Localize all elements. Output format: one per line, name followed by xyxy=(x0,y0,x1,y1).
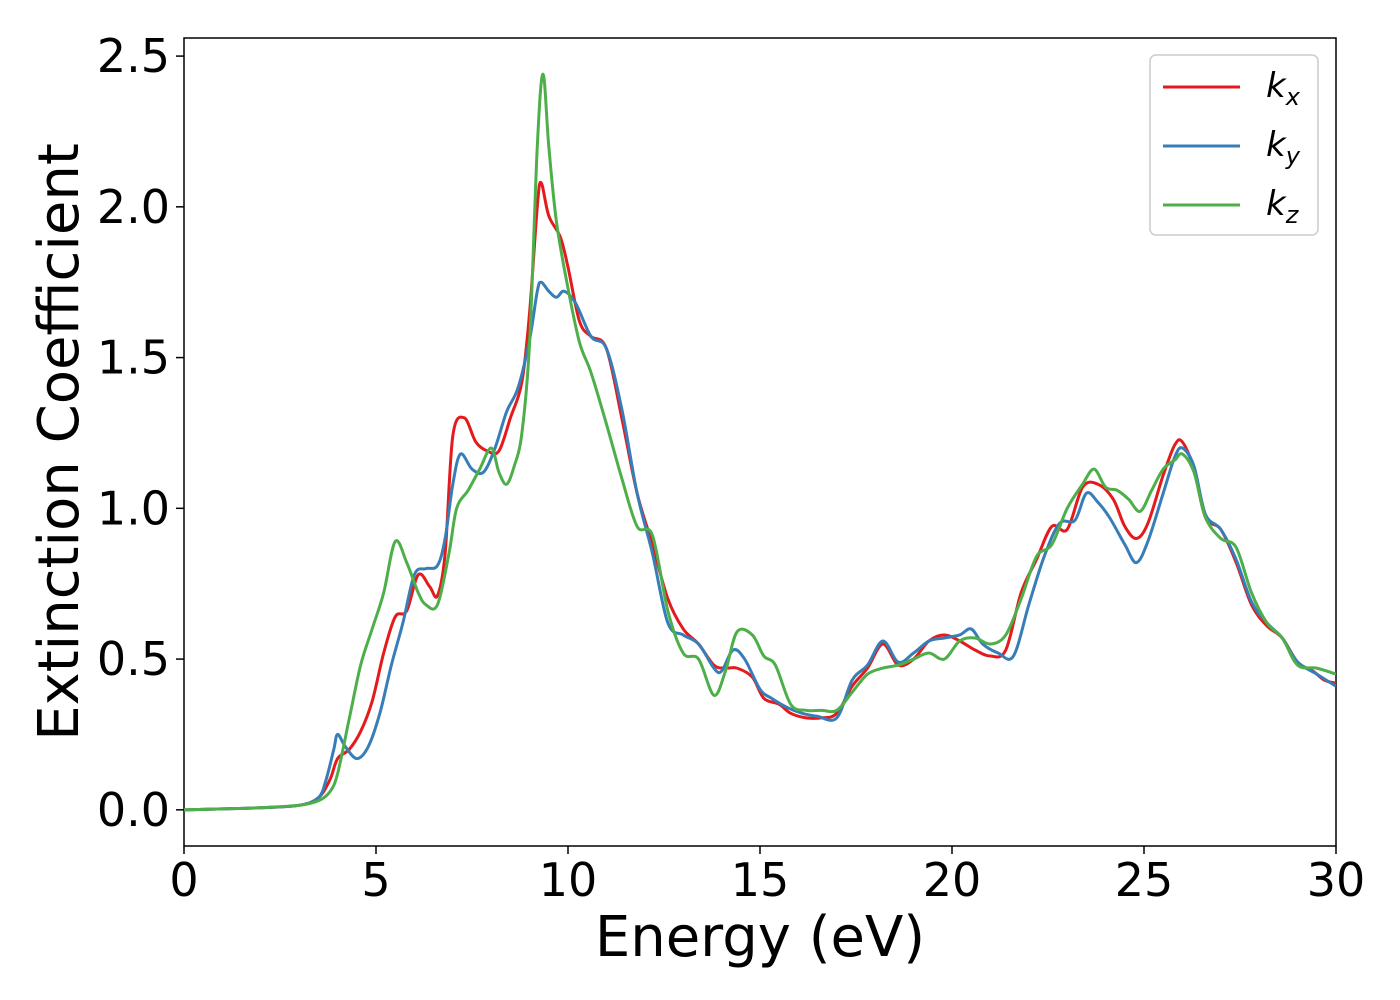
plot-area xyxy=(183,37,1337,847)
y-tick-label: 2.0 xyxy=(97,180,170,234)
legend: kx ky kz xyxy=(1149,54,1319,236)
y-tick-label: 1.0 xyxy=(97,481,170,535)
y-axis-title: Extinction Coefficient xyxy=(27,143,92,741)
y-axis: 0.0 0.5 1.0 1.5 2.0 2.5 xyxy=(97,29,184,837)
x-tick-label: 30 xyxy=(1307,853,1366,907)
legend-label-kx: kx xyxy=(1266,66,1301,111)
x-tick-label: 20 xyxy=(923,853,982,907)
series-line-ky xyxy=(184,280,1336,812)
series-line-kz xyxy=(184,72,1336,812)
y-tick-label: 1.5 xyxy=(97,331,170,385)
legend-label-kz: kz xyxy=(1266,184,1300,229)
x-tick-label: 10 xyxy=(539,853,598,907)
series-line-kx xyxy=(184,180,1336,812)
x-tick-label: 5 xyxy=(361,853,390,907)
y-tick-label: 2.5 xyxy=(97,29,170,83)
x-tick-label: 0 xyxy=(169,853,198,907)
y-tick-label: 0.5 xyxy=(97,632,170,686)
x-axis: 0 5 10 15 20 25 30 xyxy=(169,846,1365,907)
x-tick-label: 25 xyxy=(1115,853,1174,907)
x-tick-label: 15 xyxy=(731,853,790,907)
y-tick-label: 0.0 xyxy=(97,783,170,837)
x-axis-title: Energy (eV) xyxy=(595,905,925,970)
legend-label-ky: ky xyxy=(1266,125,1301,170)
series-lines xyxy=(184,72,1336,812)
